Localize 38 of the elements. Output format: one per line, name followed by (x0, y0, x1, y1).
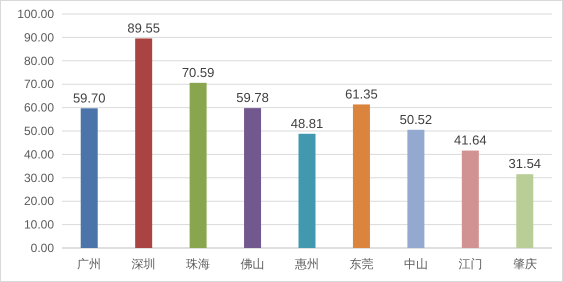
data-label: 48.81 (290, 116, 324, 131)
x-tick-label: 珠海 (186, 257, 210, 271)
bar (407, 130, 424, 248)
y-tick-label: 0.00 (30, 241, 54, 255)
y-tick-label: 10.00 (24, 218, 54, 232)
bar (352, 104, 370, 248)
data-label: 50.52 (400, 112, 432, 127)
bar (190, 82, 207, 248)
y-tick-label: 40.00 (24, 147, 54, 162)
x-tick-label: 肇庆 (512, 257, 537, 271)
y-tick-label: 30.00 (24, 170, 54, 185)
y-tick-label: 100.00 (17, 7, 54, 21)
data-label: 41.64 (454, 132, 487, 148)
bar (516, 174, 534, 248)
data-label: 31.54 (508, 156, 542, 172)
x-tick-label: 东莞 (349, 257, 374, 271)
data-label: 61.35 (345, 86, 378, 102)
x-tick-label: 广州 (77, 257, 102, 271)
y-tick-label: 50.00 (24, 124, 54, 138)
data-label: 59.78 (236, 90, 269, 106)
bar (298, 134, 316, 248)
bar (462, 150, 479, 248)
y-tick-label: 80.00 (24, 54, 54, 68)
x-tick-label: 江门 (458, 257, 482, 271)
bar (244, 108, 262, 248)
x-tick-label: 惠州 (294, 257, 319, 271)
bar (135, 38, 152, 248)
data-label: 70.59 (182, 64, 214, 80)
data-label: 59.70 (72, 90, 106, 106)
x-tick-label: 佛山 (240, 257, 265, 271)
y-tick-label: 20.00 (24, 194, 54, 208)
bar (80, 108, 98, 248)
y-tick-label: 90.00 (24, 30, 54, 44)
x-tick-label: 深圳 (132, 257, 156, 271)
y-tick-label: 60.00 (24, 100, 54, 115)
y-tick-label: 70.00 (24, 77, 54, 92)
data-label: 89.55 (127, 20, 160, 36)
x-tick-label: 中山 (404, 257, 428, 271)
